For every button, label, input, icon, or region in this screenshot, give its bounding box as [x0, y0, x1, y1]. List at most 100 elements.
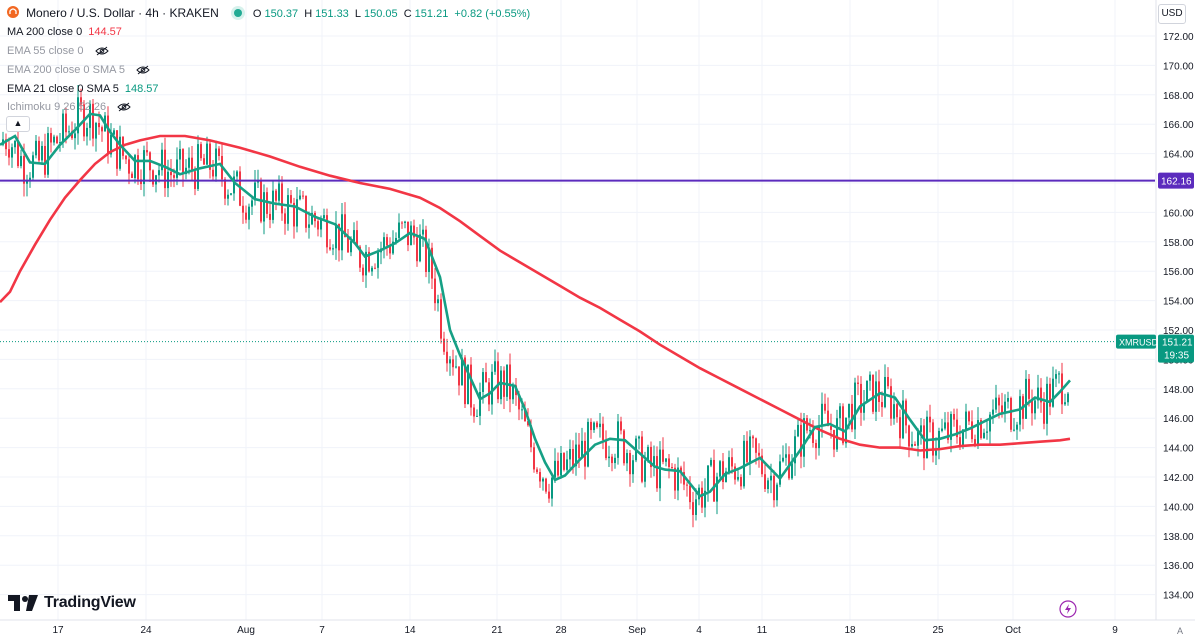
candle-body: [509, 364, 511, 400]
candle-body: [944, 422, 946, 429]
candle-body: [428, 247, 430, 273]
candle-body: [320, 218, 322, 230]
candle-body: [596, 422, 598, 428]
countdown-text: 19:35: [1164, 351, 1189, 362]
price-axis: 172.00170.00168.00166.00164.00162.00160.…: [1163, 32, 1194, 602]
candle-body: [848, 403, 850, 418]
x-tick-label: 11: [757, 625, 768, 636]
candle-body: [359, 246, 361, 268]
candle-body: [638, 436, 640, 439]
candle-body: [59, 142, 61, 144]
y-tick-label: 134.00: [1163, 591, 1194, 602]
y-tick-label: 140.00: [1163, 502, 1194, 513]
candle-body: [776, 484, 778, 501]
candle-body: [113, 130, 115, 135]
candle-body: [491, 371, 493, 405]
indicator-ma200[interactable]: MA 200 close 0 144.57: [7, 26, 122, 38]
candle-body: [8, 149, 10, 158]
candle-body: [539, 472, 541, 482]
indicator-ichimoku[interactable]: Ichimoku 9 26 52 26: [7, 99, 131, 115]
indicator-ema200[interactable]: EMA 200 close 0 SMA 5: [7, 62, 150, 78]
candle-body: [851, 403, 853, 430]
indicator-ema55[interactable]: EMA 55 close 0: [7, 43, 109, 59]
candle-body: [1001, 405, 1003, 414]
candle-body: [908, 425, 910, 447]
candle-body: [668, 458, 670, 467]
candle-body: [887, 376, 889, 387]
y-tick-label: 166.00: [1163, 120, 1194, 131]
x-tick-label: Oct: [1005, 625, 1021, 636]
candle-body: [773, 475, 775, 501]
indicator-ema21[interactable]: EMA 21 close 0 SMA 5 148.57: [7, 83, 159, 95]
candle-body: [1064, 402, 1066, 405]
candle-body: [689, 485, 691, 503]
candle-body: [827, 410, 829, 427]
candle-body: [89, 103, 91, 128]
candle-body: [119, 136, 121, 169]
candle-body: [605, 440, 607, 459]
candle-body: [62, 113, 64, 143]
candle-body: [653, 456, 655, 468]
hidden-eye-icon[interactable]: [117, 102, 131, 112]
candle-body: [719, 461, 721, 477]
candle-body: [968, 411, 970, 422]
candle-body: [389, 245, 391, 254]
price-change: +0.82 (+0.55%): [454, 8, 531, 20]
x-tick-label: 21: [491, 625, 503, 636]
candle-body: [710, 459, 712, 466]
candle-body: [422, 229, 424, 235]
candle-body: [446, 351, 448, 364]
candle-body: [338, 223, 340, 251]
candle-body: [254, 182, 256, 201]
candle-body: [890, 386, 892, 419]
auto-scale-button[interactable]: A: [1176, 626, 1183, 636]
candle-body: [302, 195, 304, 197]
candle-body: [740, 477, 742, 487]
candle-body: [986, 431, 988, 433]
candle-body: [899, 417, 901, 439]
candle-body: [980, 420, 982, 439]
collapse-legend-button[interactable]: ▲: [6, 116, 30, 132]
hidden-eye-icon[interactable]: [94, 46, 109, 56]
hidden-eye-icon[interactable]: [136, 65, 150, 75]
candle-body: [401, 222, 403, 224]
candle-body: [20, 156, 22, 167]
candle-body: [572, 449, 574, 467]
candle-body: [677, 467, 679, 491]
currency-button[interactable]: USD: [1158, 4, 1186, 24]
candle-body: [1007, 398, 1009, 402]
candle-body: [716, 476, 718, 502]
candle-body: [560, 453, 562, 476]
candle-body: [914, 444, 916, 446]
candle-body: [533, 447, 535, 470]
candle-body: [398, 222, 400, 238]
last-price-tag-bg: [1158, 334, 1194, 363]
candle-body: [737, 477, 739, 480]
candle-body: [647, 446, 649, 461]
candle-body: [581, 440, 583, 459]
y-tick-label: 138.00: [1163, 532, 1194, 543]
candle-body: [866, 380, 868, 403]
candle-body: [431, 247, 433, 279]
candle-body: [794, 436, 796, 464]
candle-body: [50, 133, 52, 143]
candle-body: [734, 466, 736, 480]
candle-body: [110, 134, 112, 155]
candle-body: [1058, 373, 1060, 375]
candle-body: [143, 150, 145, 185]
candle-body: [857, 382, 859, 384]
candle-body: [158, 170, 160, 176]
candle-body: [863, 402, 865, 413]
symbol-title[interactable]: Monero / U.S. Dollar · 4h · KRAKEN: [26, 6, 219, 20]
candle-body: [599, 423, 601, 428]
candle-body: [44, 145, 46, 175]
candle-body: [839, 406, 841, 419]
symbol-row[interactable]: Monero / U.S. Dollar · 4h · KRAKEN O 150.…: [7, 5, 533, 21]
candle-body: [344, 214, 346, 238]
candle-body: [449, 359, 451, 364]
ohlc-values: O 150.37 H 151.33 L 150.05 C 151.21 +0.82 (+…: [252, 8, 531, 20]
y-tick-label: 158.00: [1163, 238, 1194, 249]
y-tick-label: 160.00: [1163, 208, 1194, 219]
candle-body: [206, 143, 208, 165]
